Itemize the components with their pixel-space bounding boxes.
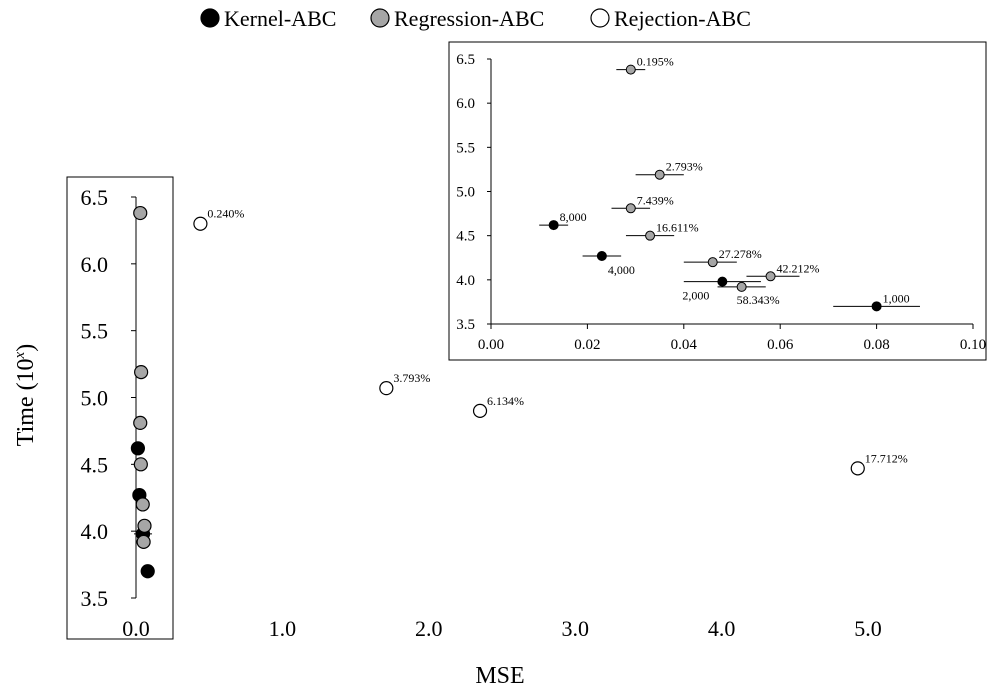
inset-point-regression	[654, 169, 665, 180]
main-x-tick-label: 5.0	[854, 616, 882, 641]
inset-points: 8,000 4,000 2,000 1,000 0.195% 2.793% 7.439% 16…	[548, 55, 910, 312]
inset-y-tick-label: 4.5	[456, 229, 475, 245]
main-x-tick-label: 1.0	[269, 616, 297, 641]
main-x-ticks: 0.0 1.0 2.0 3.0 4.0 5.0	[122, 616, 882, 641]
inset-x-tick-label: 0.06	[767, 337, 794, 353]
main-plot: 3.5 4.0 4.5 5.0 5.5 6.0 6.5 0.0 1.0 2.0 3.0 4.0 5.0…	[12, 176, 908, 689]
inset-plot: 3.54.04.55.05.56.06.5 0.00 0.02 0.04 0.06 0.…	[448, 41, 987, 361]
main-point-regression	[133, 415, 148, 430]
main-y-tick-label: 3.5	[81, 586, 109, 611]
legend: Kernel-ABC Regression-ABC Rejection-ABC	[200, 6, 751, 31]
main-point-regression	[136, 534, 151, 549]
main-y-tick-label: 5.0	[81, 386, 109, 411]
inset-point-label: 42.212%	[777, 261, 820, 275]
inset-y-tick-label: 3.5	[456, 317, 475, 333]
main-point-rejection	[379, 381, 394, 396]
inset-x-tick-label: 0.08	[863, 337, 889, 353]
inset-y-ticks: 3.5 4.0 4.5 5.0 5.5 6.0 6.5	[456, 52, 491, 333]
main-y-ticks: 3.5 4.0 4.5 5.0 5.5 6.0 6.5	[81, 185, 136, 611]
inset-x-tick-label: 0.10	[960, 337, 986, 353]
y-axis-label-base: Time (10	[13, 358, 39, 446]
main-point-label: 17.712%	[865, 451, 908, 465]
inset-point-regression	[765, 271, 776, 282]
inset-point-kernel	[871, 301, 882, 312]
inset-point-kernel	[717, 276, 728, 287]
main-x-tick-label: 3.0	[561, 616, 589, 641]
legend-label-regression: Regression-ABC	[394, 6, 544, 31]
main-point-rejection	[472, 403, 488, 418]
y-axis-label: Time (10x)	[12, 344, 39, 446]
zoom-region-box	[66, 176, 174, 640]
inset-point-kernel	[548, 220, 559, 231]
inset-point-regression	[645, 230, 656, 241]
main-points: 0.240% 3.793% 6.134% 17.712%	[130, 205, 908, 579]
inset-x-tick-label: 0.04	[671, 337, 698, 353]
main-y-tick-label: 4.0	[81, 519, 109, 544]
main-point-regression	[137, 518, 152, 533]
main-point-kernel	[140, 564, 155, 579]
main-y-tick-label: 6.0	[81, 252, 109, 277]
main-point-regression	[133, 205, 148, 221]
inset-point-label: 2,000	[682, 289, 709, 303]
main-point-regression	[135, 497, 150, 512]
inset-point-label: 4,000	[608, 263, 635, 277]
inset-point-label: 0.195%	[637, 55, 674, 69]
legend-marker-regression	[370, 8, 390, 28]
inset-point-label: 7.439%	[637, 193, 674, 207]
legend-label-rejection: Rejection-ABC	[614, 6, 751, 31]
main-point-rejection	[850, 461, 865, 476]
main-x-tick-label: 4.0	[708, 616, 736, 641]
inset-x-ticks: 0.00 0.02 0.04 0.06 0.08 0.10	[478, 324, 986, 353]
main-point-label: 0.240%	[207, 207, 244, 221]
inset-y-tick-label: 6.5	[456, 52, 475, 68]
x-axis-label: MSE	[475, 663, 524, 689]
inset-point-regression	[736, 281, 747, 292]
inset-point-regression	[625, 64, 636, 75]
main-y-tick-label: 5.5	[81, 319, 109, 344]
legend-marker-rejection	[590, 8, 610, 28]
main-point-label: 6.134%	[487, 394, 524, 408]
main-y-tick-label: 4.5	[81, 452, 109, 477]
main-x-tick-label: 0.0	[122, 616, 150, 641]
inset-point-kernel	[596, 250, 607, 261]
inset-point-label: 27.278%	[719, 247, 762, 261]
inset-point-label: 16.611%	[656, 221, 699, 235]
main-point-rejection	[193, 216, 208, 231]
legend-marker-kernel	[200, 8, 220, 28]
inset-point-label: 58.343%	[737, 293, 780, 307]
main-y-tick-label: 6.5	[81, 185, 109, 210]
inset-x-tick-label: 0.02	[574, 337, 600, 353]
inset-frame	[448, 41, 987, 361]
y-axis-label-superscript: x	[12, 351, 28, 359]
main-point-regression	[134, 365, 149, 380]
main-point-label: 3.793%	[393, 371, 430, 385]
inset-point-regression	[707, 257, 718, 268]
inset-point-label: 1,000	[883, 291, 910, 305]
legend-label-kernel: Kernel-ABC	[224, 6, 336, 31]
inset-point-label: 8,000	[560, 210, 587, 224]
y-axis-label-close: )	[13, 344, 39, 352]
inset-point-regression	[625, 203, 636, 214]
inset-y-tick-label: 6.0	[456, 96, 475, 112]
inset-y-tick-label: 5.5	[456, 140, 475, 156]
inset-y-tick-label: 4.0	[456, 273, 475, 289]
inset-x-tick-label: 0.00	[478, 337, 504, 353]
main-x-tick-label: 2.0	[415, 616, 443, 641]
inset-point-label: 2.793%	[666, 160, 703, 174]
main-point-kernel	[130, 441, 146, 456]
inset-y-tick-label: 5.0	[456, 185, 475, 201]
main-point-regression	[133, 457, 148, 472]
